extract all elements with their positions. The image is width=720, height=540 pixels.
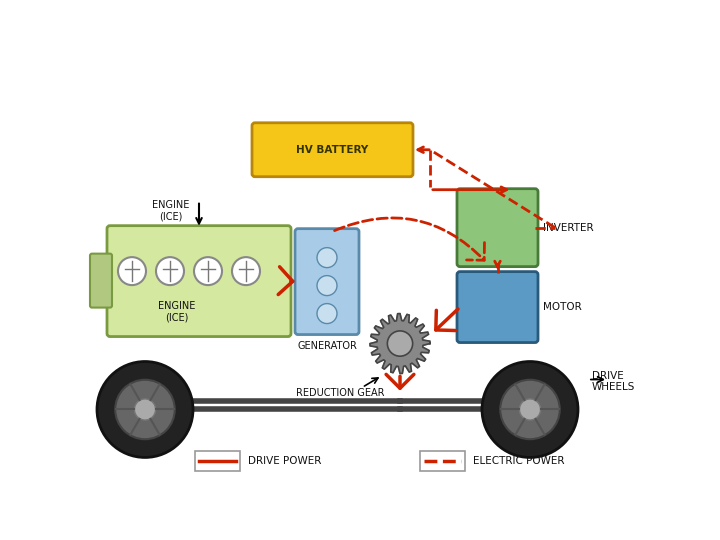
Text: Figure 2.3 A drawing of the power flow in a typical: Figure 2.3 A drawing of the power flow i… bbox=[112, 21, 608, 38]
Circle shape bbox=[317, 275, 337, 295]
Text: A drawing of the power flow in a typical: A drawing of the power flow in a typical bbox=[145, 21, 575, 38]
Text: DRIVE
WHEELS: DRIVE WHEELS bbox=[592, 370, 635, 392]
Bar bbox=[195, 451, 240, 471]
Circle shape bbox=[156, 257, 184, 285]
Circle shape bbox=[519, 399, 541, 420]
Circle shape bbox=[118, 257, 146, 285]
Text: PEARSON: PEARSON bbox=[647, 509, 720, 523]
Text: REDUCTION GEAR: REDUCTION GEAR bbox=[296, 388, 384, 399]
FancyBboxPatch shape bbox=[252, 123, 413, 177]
Text: series-hybrid vehicle.: series-hybrid vehicle. bbox=[266, 59, 454, 77]
Circle shape bbox=[115, 380, 175, 439]
Text: James D. Halderman: James D. Halderman bbox=[122, 523, 211, 532]
FancyBboxPatch shape bbox=[295, 228, 359, 335]
Text: ENGINE
(ICE): ENGINE (ICE) bbox=[153, 200, 189, 221]
Text: ELECTRIC POWER: ELECTRIC POWER bbox=[473, 456, 564, 467]
Circle shape bbox=[232, 257, 260, 285]
Text: GENERATOR: GENERATOR bbox=[297, 341, 357, 350]
Polygon shape bbox=[370, 314, 430, 374]
FancyBboxPatch shape bbox=[457, 188, 538, 267]
Circle shape bbox=[500, 380, 559, 439]
FancyBboxPatch shape bbox=[107, 226, 291, 336]
FancyBboxPatch shape bbox=[457, 272, 538, 342]
Bar bbox=[420, 451, 465, 471]
Text: INVERTER: INVERTER bbox=[543, 222, 593, 233]
Circle shape bbox=[194, 257, 222, 285]
Text: ALWAYS LEARNING: ALWAYS LEARNING bbox=[14, 502, 109, 510]
Circle shape bbox=[97, 362, 193, 457]
Text: HV BATTERY: HV BATTERY bbox=[297, 145, 369, 155]
Text: MOTOR: MOTOR bbox=[543, 302, 582, 312]
Text: All Rights Reserve: All Rights Reserve bbox=[408, 523, 485, 532]
Circle shape bbox=[482, 362, 578, 457]
Circle shape bbox=[317, 248, 337, 268]
Circle shape bbox=[387, 331, 413, 356]
Circle shape bbox=[135, 399, 156, 420]
Text: Copyright © 2016 by Pearson Education, Inc.: Copyright © 2016 by Pearson Education, I… bbox=[348, 502, 544, 510]
Text: DRIVE POWER: DRIVE POWER bbox=[248, 456, 321, 467]
Circle shape bbox=[317, 303, 337, 323]
Text: ENGINE
(ICE): ENGINE (ICE) bbox=[158, 301, 196, 322]
Text: Hybrid and Alternative Fuel Vehicles, 4e: Hybrid and Alternative Fuel Vehicles, 4e bbox=[122, 502, 295, 510]
FancyBboxPatch shape bbox=[90, 254, 112, 308]
